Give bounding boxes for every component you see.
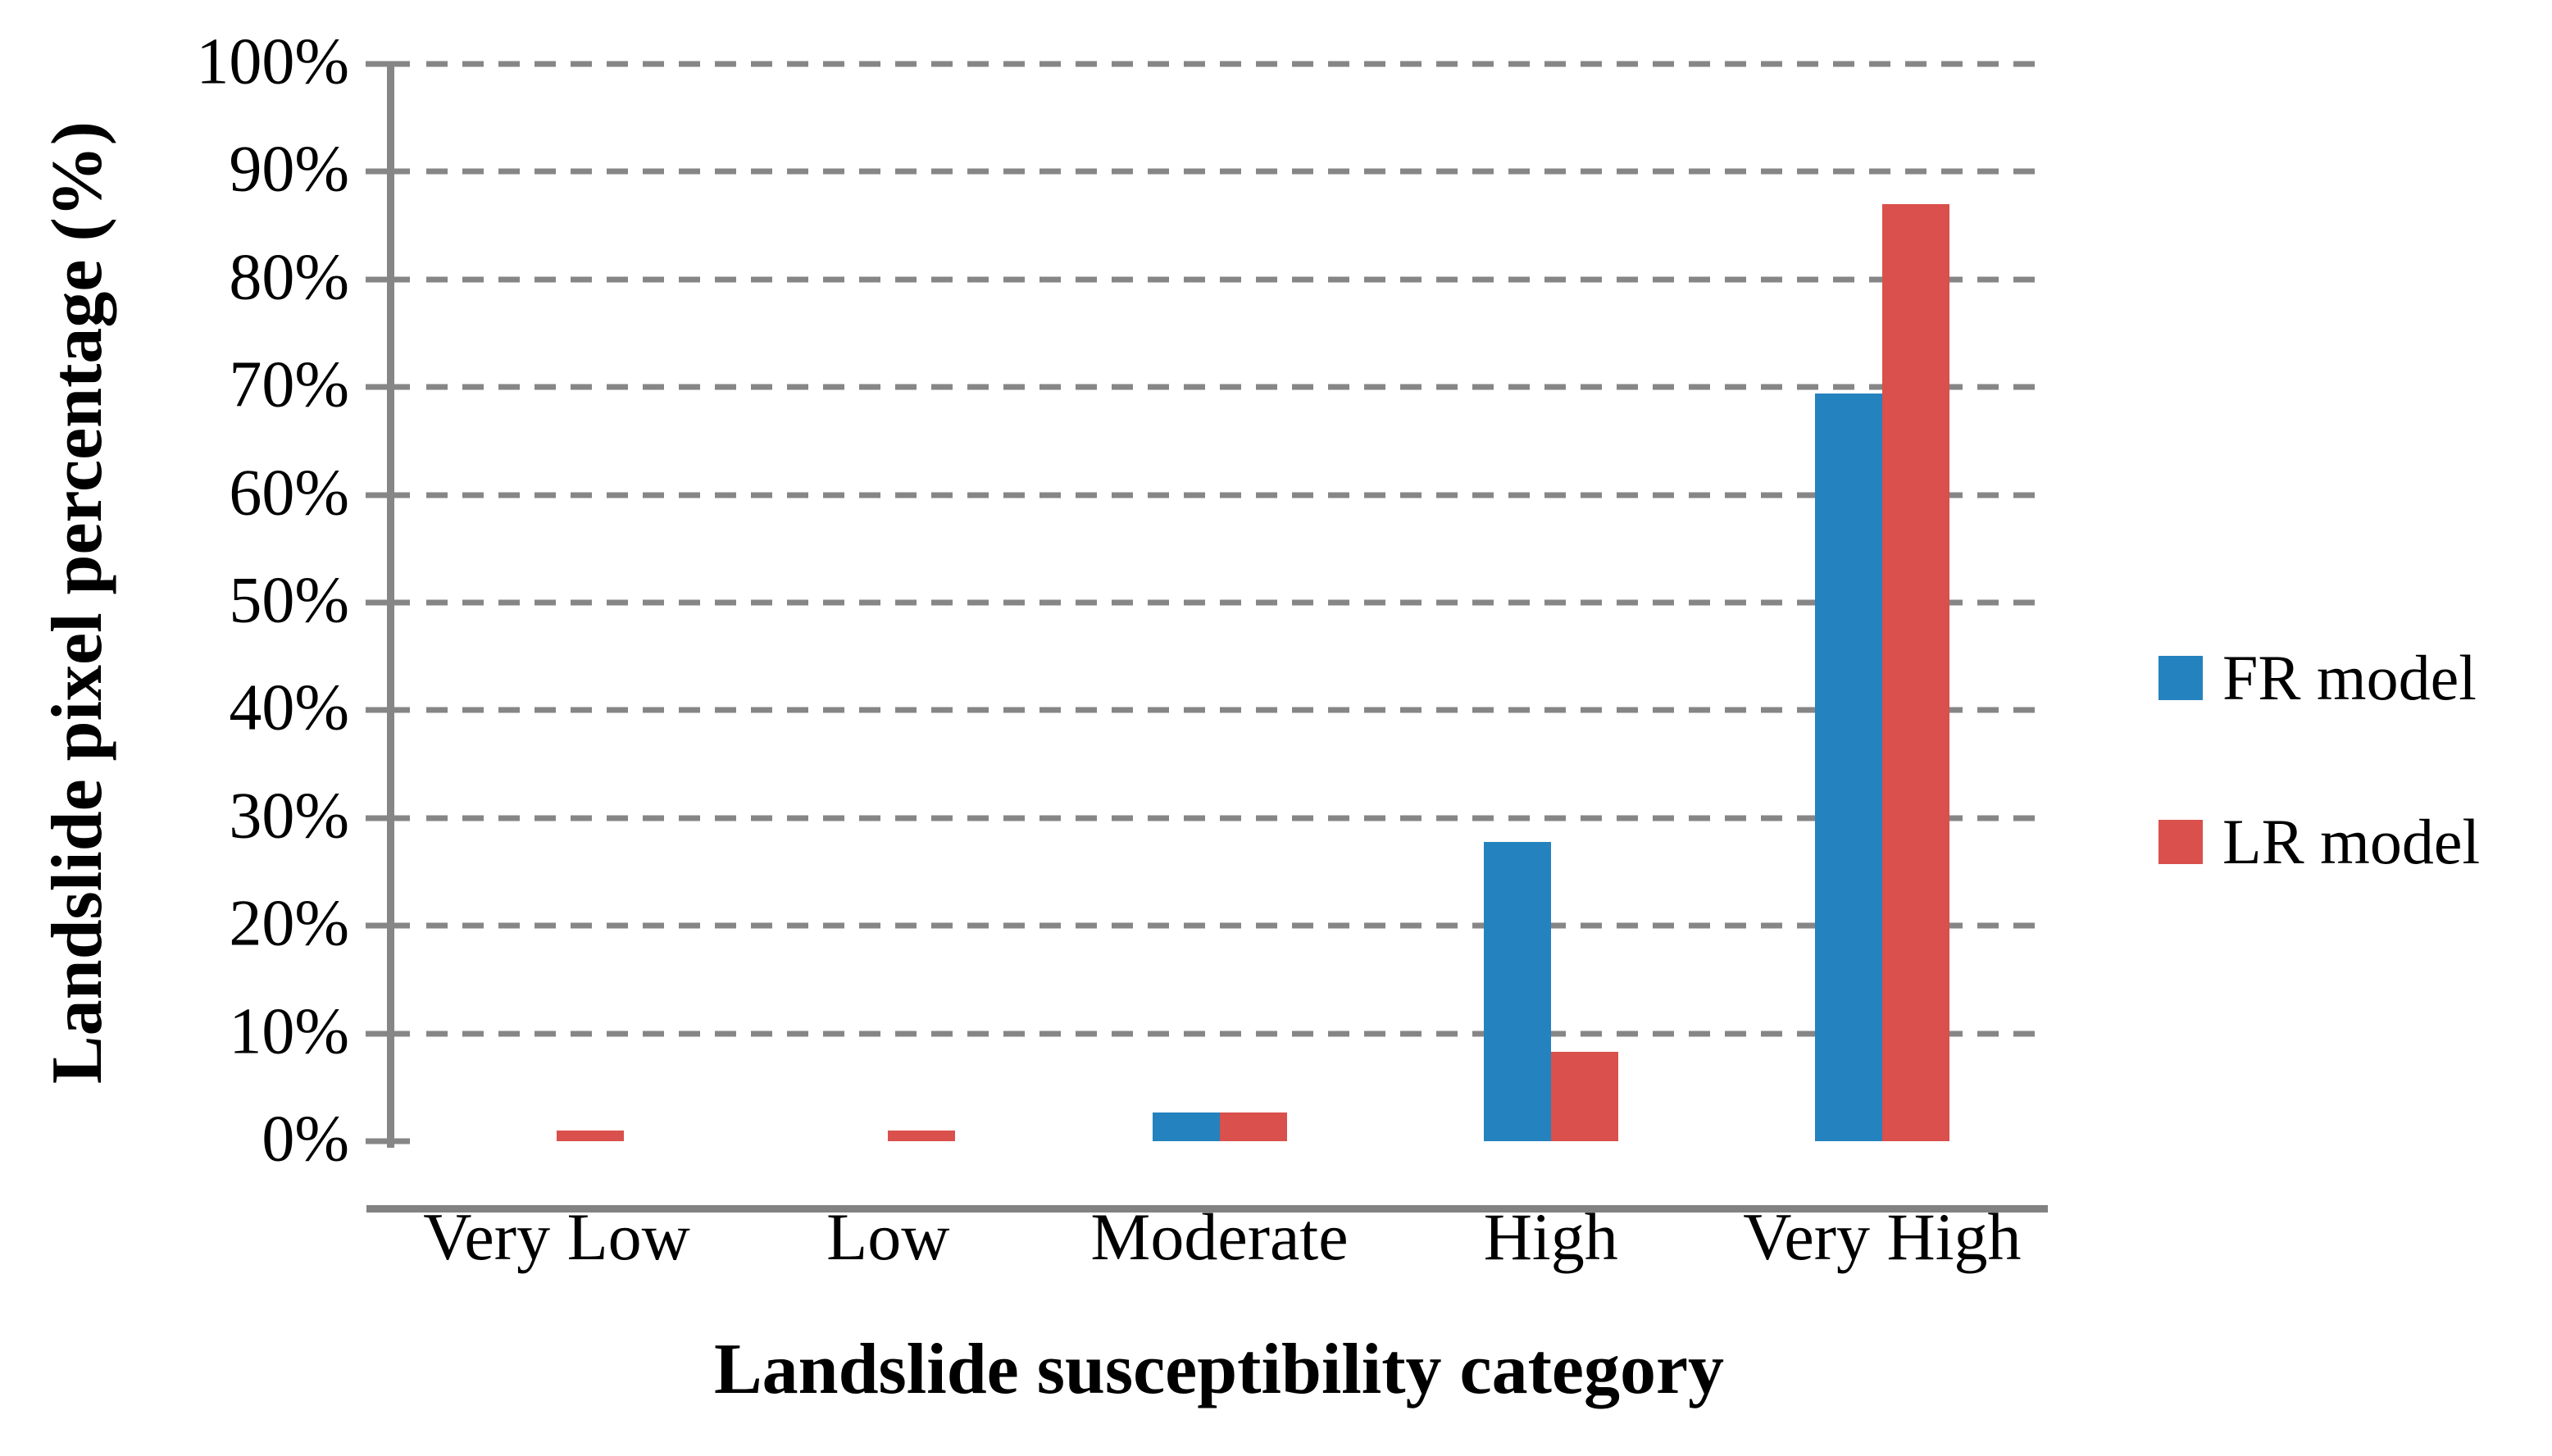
- y-tick-label-20: 20%: [229, 887, 349, 960]
- gridline-60: [426, 492, 2048, 498]
- legend-item-lr: LR model: [2159, 805, 2480, 879]
- x-category-label-low: Low: [826, 1199, 950, 1274]
- gridline-10: [426, 1031, 2048, 1037]
- y-tick-label-0: 0%: [262, 1103, 349, 1176]
- y-tick-label-30: 30%: [229, 780, 349, 853]
- bar-fr-high: [1483, 841, 1551, 1141]
- x-category-label-very-low: Very Low: [423, 1199, 690, 1274]
- legend-label-lr: LR model: [2222, 806, 2481, 877]
- gridline-90: [426, 168, 2048, 175]
- bar-fr-very-high: [1814, 394, 1882, 1141]
- plot-area: [366, 61, 2048, 1213]
- gridline-70: [426, 384, 2048, 390]
- legend-item-fr: FR model: [2159, 641, 2480, 715]
- legend-swatch-fr: [2159, 656, 2203, 700]
- x-axis-title: Landslide susceptibility category: [713, 1330, 1725, 1409]
- legend: FR model LR model: [2159, 641, 2480, 879]
- bar-lr-moderate: [1219, 1112, 1287, 1141]
- gridline-80: [426, 276, 2048, 283]
- x-axis-line: [366, 1205, 2048, 1213]
- bar-fr-moderate: [1152, 1112, 1220, 1141]
- gridline-30: [426, 815, 2048, 821]
- gridline-100: [426, 61, 2048, 67]
- y-tick-label-10: 10%: [229, 995, 349, 1068]
- y-tick-label-90: 90%: [229, 134, 349, 207]
- y-tick-label-40: 40%: [229, 672, 349, 745]
- bar-lr-high: [1550, 1051, 1618, 1141]
- legend-swatch-lr: [2159, 820, 2203, 864]
- y-axis-line: [387, 64, 394, 1148]
- gridline-40: [426, 707, 2048, 713]
- y-tick-label-70: 70%: [229, 348, 349, 421]
- x-category-label-very-high: Very High: [1743, 1199, 2022, 1274]
- legend-label-fr: FR model: [2222, 642, 2477, 713]
- x-category-label-moderate: Moderate: [1090, 1199, 1349, 1274]
- y-tick-label-80: 80%: [229, 241, 349, 314]
- bar-lr-low: [888, 1130, 956, 1141]
- y-tick-label-60: 60%: [229, 457, 349, 530]
- gridline-50: [426, 599, 2048, 606]
- bar-lr-very-low: [557, 1130, 625, 1141]
- gridline-20: [426, 922, 2048, 929]
- y-tick-label-100: 100%: [196, 25, 349, 98]
- bar-lr-very-high: [1881, 203, 1949, 1141]
- y-tick-label-50: 50%: [229, 564, 349, 637]
- x-category-label-high: High: [1483, 1199, 1618, 1274]
